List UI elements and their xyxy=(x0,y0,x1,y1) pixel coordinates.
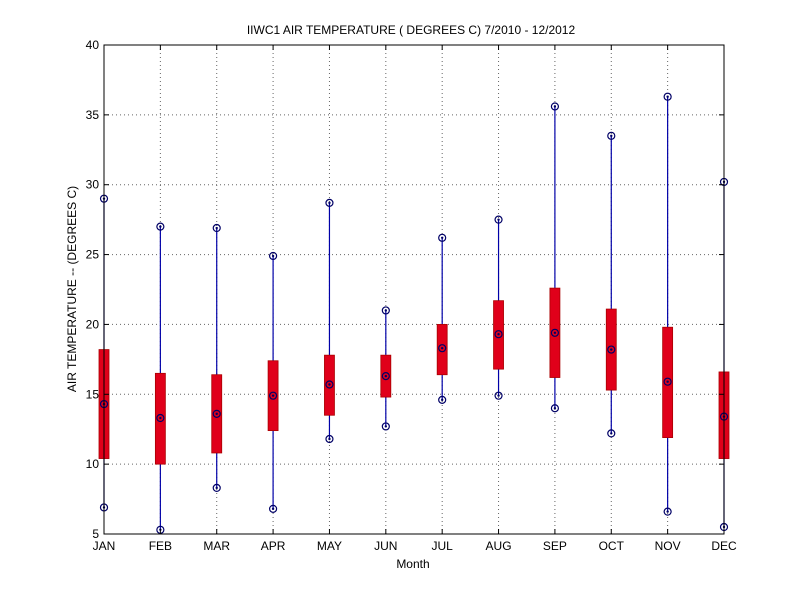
median-marker-dot xyxy=(610,348,613,351)
x-axis-ticks: JAN FEB MAR APR MAY JUN JUL AUG SEP OCT NOV DEC xyxy=(93,45,737,553)
x-tick-label: OCT xyxy=(599,539,625,553)
max-marker-dot xyxy=(610,134,613,138)
y-tick-label: 35 xyxy=(86,108,100,122)
median-marker-dot xyxy=(440,346,444,350)
max-marker-dot xyxy=(497,218,500,221)
x-tick-label: JUL xyxy=(432,539,454,553)
x-tick-label: DEC xyxy=(711,539,737,553)
min-marker-dot xyxy=(666,510,669,513)
median-marker-dot xyxy=(384,374,388,378)
x-tick-label: NOV xyxy=(655,539,681,553)
x-tick-label: SEP xyxy=(543,539,567,553)
median-marker-dot xyxy=(328,383,331,386)
median-marker-dot xyxy=(215,412,218,416)
max-marker xyxy=(550,102,560,111)
median-marker xyxy=(381,372,390,381)
min-marker xyxy=(550,404,560,413)
chart-title: IIWC1 AIR TEMPERATURE ( DEGREES C) 7/201… xyxy=(247,23,576,37)
x-tick-label: APR xyxy=(261,539,286,553)
max-marker xyxy=(494,215,503,224)
median-marker-dot xyxy=(497,333,500,336)
y-tick-label: 40 xyxy=(86,38,100,52)
max-marker xyxy=(212,223,221,233)
max-marker xyxy=(663,92,672,101)
y-axis-label: AIR TEMPERATURE -- (DEGREES C) xyxy=(65,186,79,392)
min-marker-dot xyxy=(271,507,275,511)
max-marker-dot xyxy=(666,95,669,98)
max-marker xyxy=(268,251,278,261)
y-tick-label: 20 xyxy=(86,317,100,331)
median-marker xyxy=(438,344,447,353)
x-tick-label: MAY xyxy=(317,539,342,553)
y-tick-label: 25 xyxy=(86,248,100,262)
x-axis-label: Month xyxy=(396,557,429,571)
max-marker xyxy=(381,306,390,315)
x-tick-label: JAN xyxy=(93,539,116,553)
min-marker-dot xyxy=(328,437,331,441)
min-marker-dot xyxy=(384,425,388,428)
y-tick-label: 5 xyxy=(92,527,99,541)
min-marker xyxy=(494,391,503,400)
min-marker xyxy=(325,434,334,444)
max-marker xyxy=(607,131,616,140)
max-marker-dot xyxy=(553,105,557,108)
max-marker-dot xyxy=(159,225,162,228)
min-marker-dot xyxy=(215,486,218,490)
median-marker xyxy=(268,391,278,400)
min-marker xyxy=(381,422,390,431)
y-tick-label: 30 xyxy=(86,178,100,192)
min-marker-dot xyxy=(610,432,613,435)
min-marker-dot xyxy=(497,394,500,397)
max-marker-dot xyxy=(328,201,331,205)
max-marker-dot xyxy=(271,254,275,258)
max-marker xyxy=(438,233,447,242)
max-marker-dot xyxy=(215,226,218,230)
max-marker xyxy=(325,198,334,207)
y-tick-label: 10 xyxy=(86,457,100,471)
x-tick-label: FEB xyxy=(149,539,172,553)
min-marker-dot xyxy=(440,398,444,402)
max-marker-dot xyxy=(384,309,388,312)
median-marker xyxy=(607,345,616,354)
x-tick-label: AUG xyxy=(486,539,512,553)
plot-frame xyxy=(103,44,725,535)
x-tick-label: JUN xyxy=(374,539,397,553)
median-marker-dot xyxy=(666,380,669,383)
median-marker-dot xyxy=(553,331,557,335)
min-marker xyxy=(663,507,672,516)
min-marker xyxy=(438,395,447,404)
min-marker-dot xyxy=(553,407,557,410)
median-marker-dot xyxy=(159,416,162,420)
median-marker xyxy=(663,377,672,386)
median-marker xyxy=(156,413,165,423)
median-marker xyxy=(550,328,560,337)
median-marker xyxy=(494,330,503,339)
median-marker xyxy=(212,409,221,418)
iqr-box xyxy=(436,324,448,376)
max-marker-dot xyxy=(440,236,444,240)
y-tick-label: 15 xyxy=(86,387,100,401)
y-axis-ticks: 5 10 15 20 25 30 35 40 xyxy=(86,38,724,541)
x-tick-label: MAR xyxy=(203,539,230,553)
min-marker xyxy=(607,429,616,438)
min-marker xyxy=(212,483,221,492)
median-marker xyxy=(325,380,334,389)
min-marker xyxy=(268,504,278,513)
median-marker-dot xyxy=(271,394,275,397)
max-marker xyxy=(156,222,165,231)
